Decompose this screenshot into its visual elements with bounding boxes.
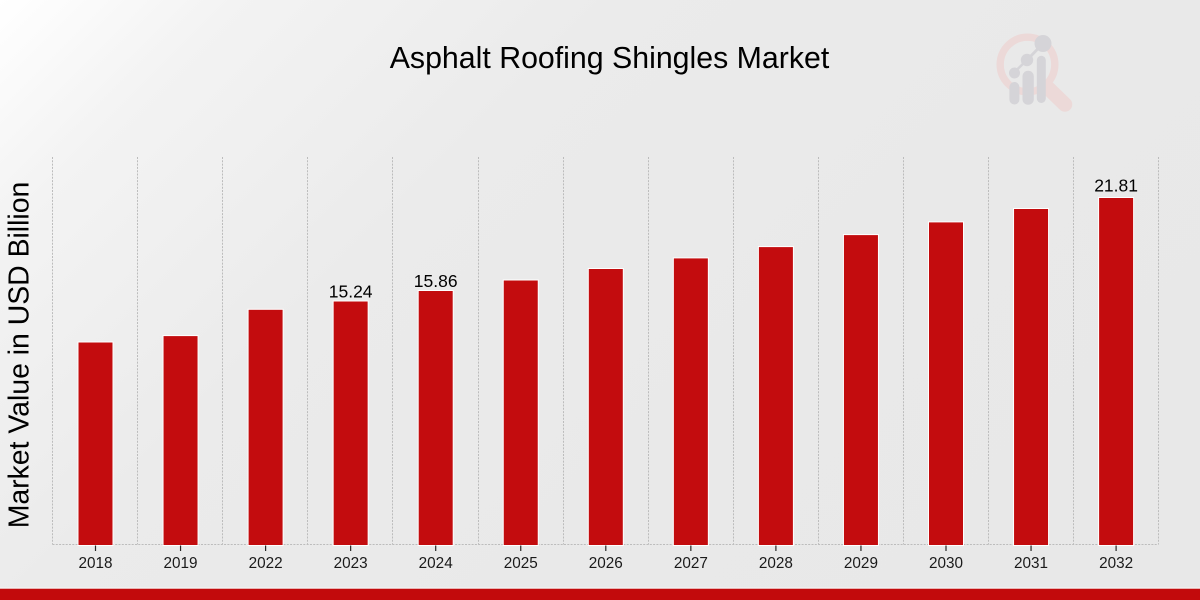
svg-text:2025: 2025 — [504, 555, 538, 572]
svg-text:15.86: 15.86 — [414, 271, 458, 291]
svg-text:21.81: 21.81 — [1094, 176, 1138, 196]
svg-text:15.24: 15.24 — [329, 282, 373, 302]
svg-text:Asphalt Roofing Shingles Marke: Asphalt Roofing Shingles Market — [390, 42, 830, 75]
svg-text:2018: 2018 — [78, 555, 112, 572]
svg-text:2022: 2022 — [249, 555, 283, 572]
svg-text:2024: 2024 — [419, 555, 454, 572]
svg-text:2019: 2019 — [164, 555, 198, 572]
svg-text:2023: 2023 — [334, 555, 368, 572]
svg-text:2032: 2032 — [1099, 555, 1133, 572]
svg-text:2027: 2027 — [674, 555, 708, 572]
svg-text:2030: 2030 — [929, 555, 963, 572]
svg-text:Market Value in USD Billion: Market Value in USD Billion — [4, 182, 36, 529]
svg-text:2029: 2029 — [844, 555, 878, 572]
svg-text:2031: 2031 — [1014, 555, 1048, 572]
svg-text:2026: 2026 — [589, 555, 623, 572]
svg-text:2028: 2028 — [759, 555, 793, 572]
